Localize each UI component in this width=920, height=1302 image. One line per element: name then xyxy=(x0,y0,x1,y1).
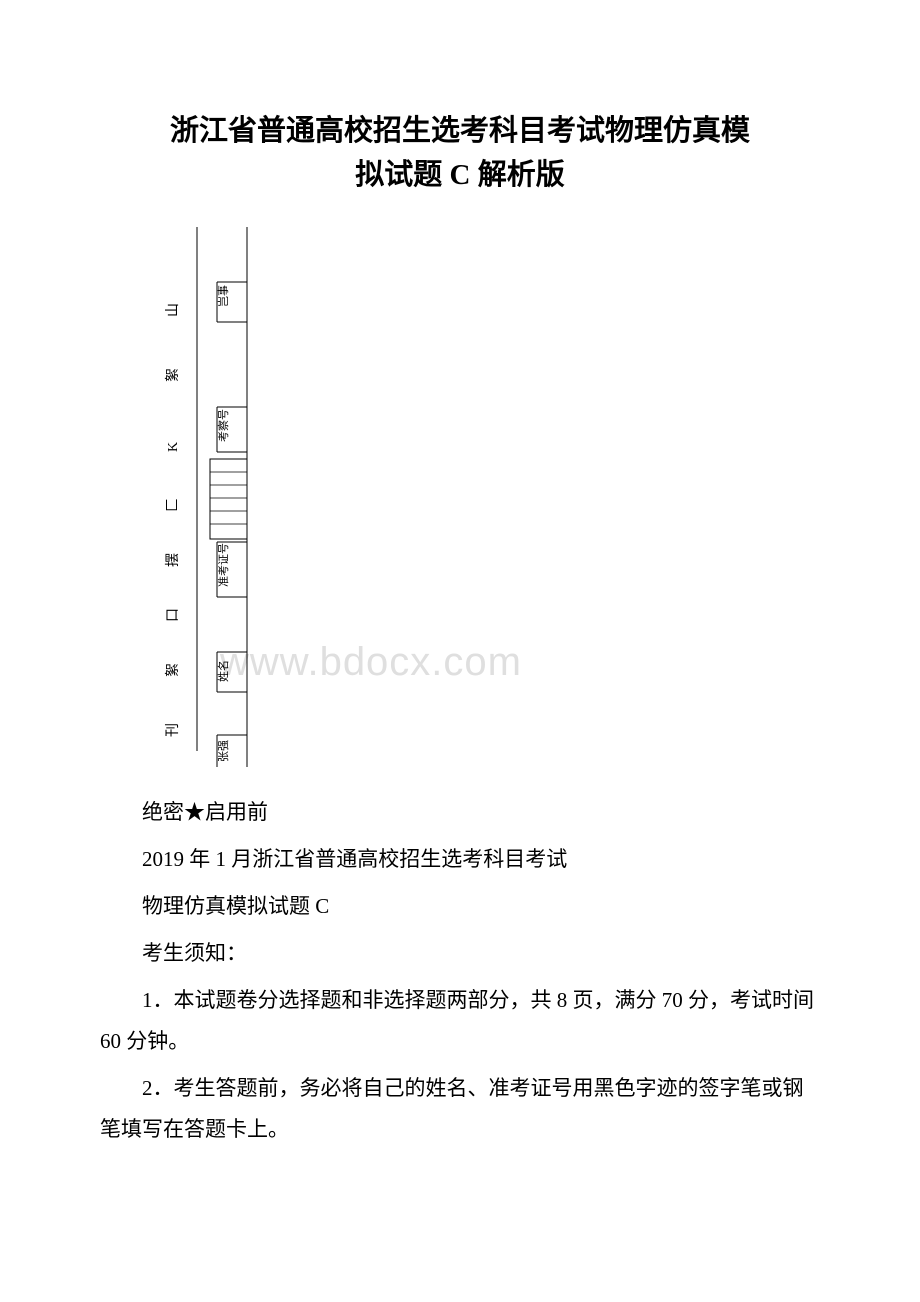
svg-text:絮: 絮 xyxy=(164,663,181,677)
notice-item-2: 2．考生答题前，务必将自己的姓名、准考证号用黑色字迹的签字笔或钢笔填写在答题卡上… xyxy=(100,1068,820,1150)
title-line-2: 拟试题 C 解析版 xyxy=(355,159,564,191)
notice-item-1: 1．本试题卷分选择题和非选择题两部分，共 8 页，满分 70 分，考试时间 60… xyxy=(100,980,820,1062)
svg-text:考察号: 考察号 xyxy=(216,409,230,442)
svg-text:张强: 张强 xyxy=(217,740,230,762)
svg-text:摆: 摆 xyxy=(165,553,181,567)
svg-text:K: K xyxy=(166,442,181,452)
svg-text:姓名: 姓名 xyxy=(216,660,230,682)
svg-text:匚: 匚 xyxy=(166,498,181,512)
confidential-line: 绝密★启用前 xyxy=(100,792,820,833)
title-line-1: 浙江省普通高校招生选考科目考试物理仿真模 xyxy=(170,115,750,147)
notice-heading: 考生须知： xyxy=(100,933,820,974)
answer-sheet-diagram: 山 絮 K 匚 摆 口 絮 刊 岂事 考察号 xyxy=(155,227,335,767)
svg-text:岂事: 岂事 xyxy=(217,285,230,307)
svg-text:刊: 刊 xyxy=(165,723,181,737)
svg-text:絮: 絮 xyxy=(164,368,181,382)
svg-text:准考证号: 准考证号 xyxy=(217,543,230,587)
svg-text:口: 口 xyxy=(166,608,181,622)
document-title: 浙江省普通高校招生选考科目考试物理仿真模 拟试题 C 解析版 xyxy=(100,110,820,197)
exam-date-line: 2019 年 1 月浙江省普通高校招生选考科目考试 xyxy=(100,839,820,880)
exam-subject-line: 物理仿真模拟试题 C xyxy=(100,886,820,927)
svg-text:山: 山 xyxy=(165,303,181,317)
